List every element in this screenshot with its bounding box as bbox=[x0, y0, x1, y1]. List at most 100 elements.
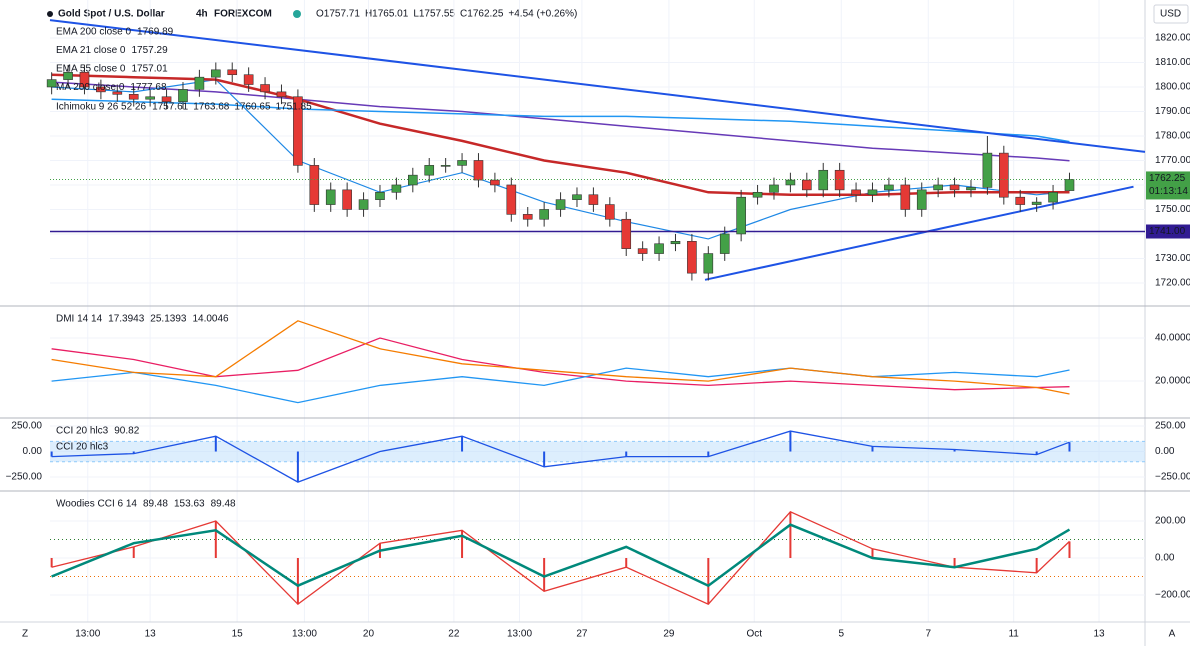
series-line bbox=[51, 523, 1071, 588]
histogram-bar bbox=[789, 511, 792, 558]
histogram-bar bbox=[1035, 451, 1038, 455]
y-tick-label: 1750.00 bbox=[1155, 204, 1190, 215]
histogram-bar bbox=[707, 451, 710, 457]
indicator-title: DMI 14 14 bbox=[56, 314, 103, 325]
candle-body bbox=[440, 165, 451, 167]
y-tick-label-left: 250.00 bbox=[11, 421, 42, 432]
candle-body bbox=[227, 69, 238, 76]
candle-body bbox=[424, 165, 435, 176]
histogram-bar bbox=[543, 451, 546, 467]
histogram-bar bbox=[707, 557, 710, 605]
candle-body bbox=[407, 174, 418, 186]
currency[interactable]: USD bbox=[1160, 9, 1181, 20]
candle-body bbox=[752, 192, 763, 198]
candle-body bbox=[375, 192, 385, 200]
y-tick-label: 0.00 bbox=[1155, 553, 1175, 564]
ohlc-value: O1757.71 bbox=[316, 9, 360, 20]
histogram-bar bbox=[132, 546, 135, 558]
candle-body bbox=[801, 179, 812, 191]
histogram-bar bbox=[953, 449, 956, 452]
candle-body bbox=[243, 74, 254, 85]
y-tick-label: 1820.00 bbox=[1155, 33, 1190, 44]
candle-body bbox=[867, 189, 878, 196]
candle-body bbox=[342, 189, 352, 210]
legend-name: Ichimoku 9 26 52 26 bbox=[56, 102, 146, 113]
candle-body bbox=[1015, 196, 1026, 205]
trendline bbox=[704, 185, 1134, 281]
histogram-bar bbox=[953, 557, 956, 568]
y-tick-label: 1720.00 bbox=[1155, 278, 1190, 289]
legend-value: 89.48 bbox=[211, 499, 236, 510]
candle-body bbox=[982, 152, 993, 188]
candle-body bbox=[1048, 192, 1058, 203]
legend-value: 1751.85 bbox=[276, 102, 313, 113]
candle-body bbox=[769, 184, 779, 193]
x-tick-label: 11 bbox=[1008, 629, 1019, 640]
histogram-bar bbox=[625, 451, 628, 457]
histogram-bar bbox=[1035, 557, 1038, 573]
series-line bbox=[51, 430, 1070, 483]
histogram-bar bbox=[625, 557, 628, 568]
candle-body bbox=[161, 96, 172, 102]
legend-name: EMA 200 close 0 bbox=[56, 27, 131, 38]
legend-value: 89.48 bbox=[143, 499, 168, 510]
candle-body bbox=[210, 69, 221, 78]
candle-body bbox=[293, 96, 303, 166]
candle-body bbox=[391, 184, 402, 193]
x-tick-label: 15 bbox=[232, 629, 244, 640]
legend-name: MA 200 close 0 bbox=[56, 82, 125, 93]
x-tick-label: 20 bbox=[363, 629, 375, 640]
histogram-bar bbox=[871, 446, 874, 452]
auto-button[interactable]: A bbox=[1169, 629, 1176, 640]
y-tick-label: 250.00 bbox=[1155, 421, 1186, 432]
histogram-bar bbox=[50, 451, 53, 457]
exchange: FOREXCOM bbox=[214, 9, 272, 20]
y-tick-label: −200.00 bbox=[1155, 590, 1190, 601]
ohlc-value: H1765.01 bbox=[365, 9, 409, 20]
candle-body bbox=[1031, 201, 1042, 205]
candle-body bbox=[719, 233, 730, 254]
y-tick-label-left: 0.00 bbox=[23, 446, 43, 457]
y-tick-label: 0.00 bbox=[1155, 446, 1175, 457]
hline-label: 1741.00 bbox=[1149, 226, 1186, 237]
histogram-bar bbox=[214, 521, 217, 558]
symbol-dot bbox=[47, 11, 53, 17]
candle-body bbox=[654, 243, 664, 254]
legend-name: EMA 55 close 0 bbox=[56, 64, 126, 75]
candle-body bbox=[309, 165, 320, 205]
x-tick-label: 13:00 bbox=[507, 629, 532, 640]
x-tick-label: 27 bbox=[576, 629, 588, 640]
legend-value: 1777.68 bbox=[130, 82, 167, 93]
candle-body bbox=[966, 187, 976, 191]
candle-body bbox=[687, 241, 697, 274]
candle-body bbox=[933, 184, 943, 191]
indicator-title: CCI 20 hlc3 bbox=[56, 426, 109, 437]
zoom-button[interactable]: Z bbox=[22, 629, 28, 640]
candle-body bbox=[670, 241, 681, 245]
candle-body bbox=[276, 91, 287, 98]
x-tick-label: 13:00 bbox=[75, 629, 100, 640]
candle-body bbox=[834, 169, 845, 191]
candle-body bbox=[96, 86, 106, 93]
x-tick-label: 5 bbox=[839, 629, 845, 640]
candle-body bbox=[949, 184, 960, 191]
y-tick-label-left: −250.00 bbox=[6, 472, 43, 483]
candle-body bbox=[637, 248, 648, 254]
series-line bbox=[51, 98, 1070, 143]
indicator-title: Woodies CCI 6 14 bbox=[56, 499, 137, 510]
candle-body bbox=[46, 79, 57, 88]
histogram-bar bbox=[871, 548, 874, 558]
candle-body bbox=[818, 169, 829, 191]
countdown-label: 01:13:14 bbox=[1149, 186, 1188, 197]
series-line bbox=[51, 367, 1070, 404]
candle-body bbox=[358, 199, 369, 210]
y-tick-label: 1730.00 bbox=[1155, 253, 1190, 264]
legend-value: 1757.01 bbox=[131, 64, 168, 75]
currency-button[interactable] bbox=[1153, 4, 1189, 24]
candle-body bbox=[555, 199, 566, 210]
series-line bbox=[51, 511, 1070, 606]
candle-body bbox=[112, 91, 123, 95]
ohlc-value: C1762.25 bbox=[460, 9, 504, 20]
histogram-bar bbox=[461, 530, 464, 558]
